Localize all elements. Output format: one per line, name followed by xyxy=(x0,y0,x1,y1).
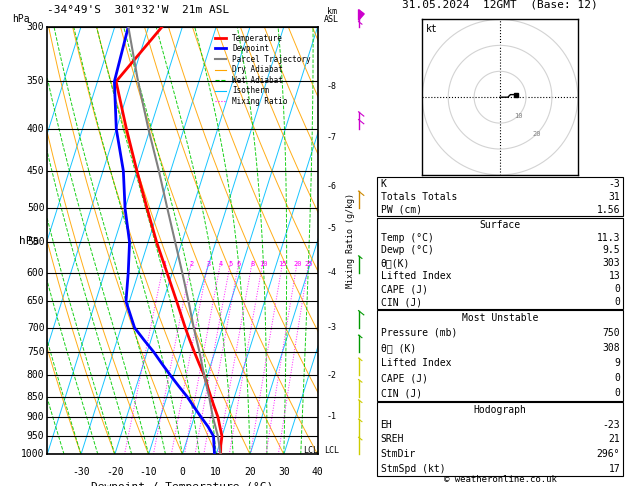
Text: 20: 20 xyxy=(293,261,302,267)
Legend: Temperature, Dewpoint, Parcel Trajectory, Dry Adiabat, Wet Adiabat, Isotherm, Mi: Temperature, Dewpoint, Parcel Trajectory… xyxy=(211,31,314,109)
Text: 0: 0 xyxy=(615,297,620,307)
Text: -34°49'S  301°32'W  21m ASL: -34°49'S 301°32'W 21m ASL xyxy=(47,4,230,15)
Text: 1: 1 xyxy=(162,261,167,267)
Text: StmDir: StmDir xyxy=(381,449,416,459)
Text: 300: 300 xyxy=(27,22,45,32)
Text: 3: 3 xyxy=(206,261,211,267)
Text: 4: 4 xyxy=(219,261,223,267)
Text: -4: -4 xyxy=(327,268,337,278)
Text: Pressure (mb): Pressure (mb) xyxy=(381,328,457,338)
Text: StmSpd (kt): StmSpd (kt) xyxy=(381,464,445,474)
Text: 2: 2 xyxy=(189,261,194,267)
Text: -30: -30 xyxy=(72,467,90,477)
Text: 700: 700 xyxy=(27,323,45,333)
Text: km
ASL: km ASL xyxy=(325,7,339,24)
Text: Lifted Index: Lifted Index xyxy=(381,271,451,281)
Text: 17: 17 xyxy=(608,464,620,474)
Text: 20: 20 xyxy=(244,467,256,477)
Text: 650: 650 xyxy=(27,296,45,306)
Text: θᴄ(K): θᴄ(K) xyxy=(381,259,410,268)
Text: Hodograph: Hodograph xyxy=(474,405,526,415)
Text: 1000: 1000 xyxy=(21,450,45,459)
Text: 850: 850 xyxy=(27,392,45,402)
Text: θᴄ (K): θᴄ (K) xyxy=(381,343,416,353)
Text: CAPE (J): CAPE (J) xyxy=(381,284,428,294)
Text: 9.5: 9.5 xyxy=(603,245,620,256)
Text: 500: 500 xyxy=(27,203,45,213)
Text: 303: 303 xyxy=(603,259,620,268)
Text: 10: 10 xyxy=(514,113,523,119)
Text: 31: 31 xyxy=(608,192,620,202)
Text: 950: 950 xyxy=(27,431,45,441)
Text: 308: 308 xyxy=(603,343,620,353)
Text: -10: -10 xyxy=(140,467,157,477)
Text: 0: 0 xyxy=(179,467,186,477)
Text: Dewpoint / Temperature (°C): Dewpoint / Temperature (°C) xyxy=(91,482,274,486)
Text: -6: -6 xyxy=(327,182,337,191)
Text: 0: 0 xyxy=(615,284,620,294)
Text: Lifted Index: Lifted Index xyxy=(381,358,451,368)
Text: Temp (°C): Temp (°C) xyxy=(381,233,433,243)
Text: 9: 9 xyxy=(615,358,620,368)
Text: 10: 10 xyxy=(259,261,267,267)
Text: CAPE (J): CAPE (J) xyxy=(381,373,428,383)
Text: 350: 350 xyxy=(27,76,45,87)
Text: LCL: LCL xyxy=(325,446,339,454)
Text: 900: 900 xyxy=(27,412,45,422)
Text: 40: 40 xyxy=(312,467,323,477)
Text: 450: 450 xyxy=(27,166,45,176)
Text: 1.56: 1.56 xyxy=(597,205,620,215)
Text: 31.05.2024  12GMT  (Base: 12): 31.05.2024 12GMT (Base: 12) xyxy=(402,0,598,10)
Text: -3: -3 xyxy=(327,323,337,332)
Text: 10: 10 xyxy=(210,467,222,477)
Text: 20: 20 xyxy=(533,131,541,137)
Text: -20: -20 xyxy=(106,467,124,477)
Text: -2: -2 xyxy=(327,371,337,380)
Text: 6: 6 xyxy=(237,261,241,267)
Text: -7: -7 xyxy=(327,133,337,142)
Text: 25: 25 xyxy=(304,261,313,267)
Text: 600: 600 xyxy=(27,268,45,278)
Text: 8: 8 xyxy=(250,261,255,267)
Text: PW (cm): PW (cm) xyxy=(381,205,421,215)
Polygon shape xyxy=(359,10,364,20)
Text: 21: 21 xyxy=(608,434,620,444)
Text: -23: -23 xyxy=(603,419,620,430)
Text: 750: 750 xyxy=(27,347,45,357)
Text: 15: 15 xyxy=(279,261,287,267)
Text: 296°: 296° xyxy=(597,449,620,459)
Text: -8: -8 xyxy=(327,82,337,91)
Text: Totals Totals: Totals Totals xyxy=(381,192,457,202)
Text: EH: EH xyxy=(381,419,392,430)
Text: 0: 0 xyxy=(615,373,620,383)
Text: hPa: hPa xyxy=(19,236,40,245)
Text: Dewp (°C): Dewp (°C) xyxy=(381,245,433,256)
Text: 11.3: 11.3 xyxy=(597,233,620,243)
Text: LCL: LCL xyxy=(303,446,318,454)
Text: 5: 5 xyxy=(229,261,233,267)
Text: © weatheronline.co.uk: © weatheronline.co.uk xyxy=(443,474,557,484)
Text: SREH: SREH xyxy=(381,434,404,444)
Text: 30: 30 xyxy=(278,467,290,477)
Text: 400: 400 xyxy=(27,124,45,134)
Text: Surface: Surface xyxy=(479,220,521,230)
Text: 750: 750 xyxy=(603,328,620,338)
Text: 0: 0 xyxy=(615,388,620,399)
Text: Mixing Ratio (g/kg): Mixing Ratio (g/kg) xyxy=(346,193,355,288)
Text: 13: 13 xyxy=(608,271,620,281)
Text: -5: -5 xyxy=(327,225,337,233)
Text: -3: -3 xyxy=(608,179,620,189)
Text: 800: 800 xyxy=(27,370,45,380)
Text: CIN (J): CIN (J) xyxy=(381,297,421,307)
Text: kt: kt xyxy=(425,24,437,34)
Text: 550: 550 xyxy=(27,237,45,247)
Text: -1: -1 xyxy=(327,413,337,421)
Text: CIN (J): CIN (J) xyxy=(381,388,421,399)
Text: hPa: hPa xyxy=(13,14,30,24)
Text: K: K xyxy=(381,179,386,189)
Text: Most Unstable: Most Unstable xyxy=(462,312,538,323)
